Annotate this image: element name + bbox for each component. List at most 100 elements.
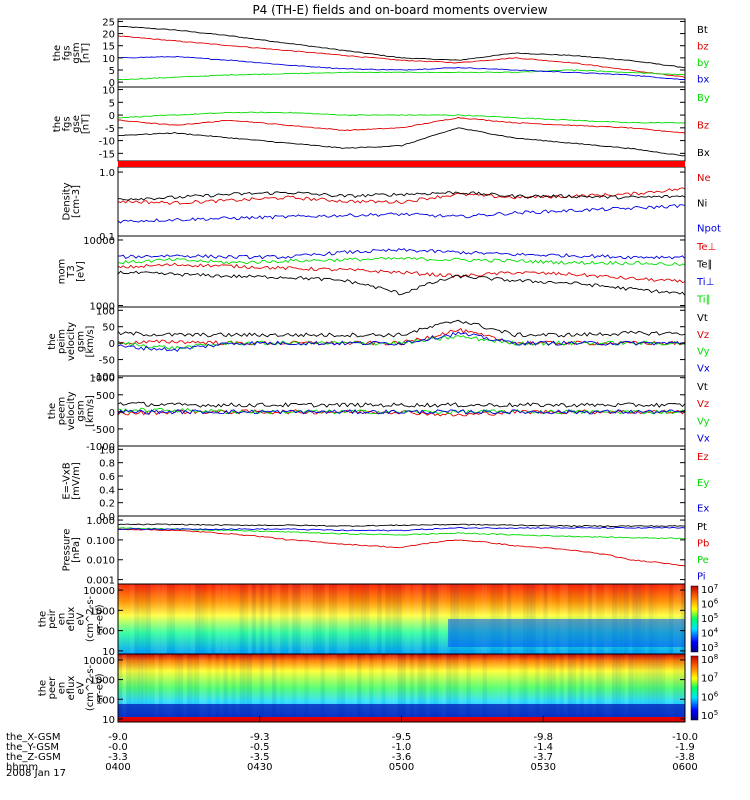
spectrogram-streak [405,584,411,654]
panel-frame [117,235,686,308]
spectrogram-streak [138,584,143,654]
spectrogram-streak [348,654,354,722]
series-line-green [118,527,685,540]
colorbar-tick: 107 [701,583,718,596]
spectrogram-streak [567,654,573,722]
legend-entry: Ti∥ [696,294,711,305]
y-axis-label-line: (cm^2-s- [85,664,96,711]
spectrogram-streak [332,654,338,722]
spectrogram-streak [599,654,605,722]
y-axis-label-line: peer [47,676,58,700]
spectrogram-streak [591,654,597,722]
colorbar-electron_energy_flux [690,655,699,721]
y-axis-label-line: eflux [66,676,77,701]
panel-electron_energy_flux: 10510610710810100100010000thepeereneflux… [38,653,719,726]
colorbar-tick: 106 [701,690,719,703]
spectrogram-streak [170,584,176,654]
y-tick-label: 1000 [90,676,115,687]
spectrogram-streak [324,584,330,654]
spectrogram-streak [182,654,188,722]
series-line-green [118,335,685,351]
legend-entry: Vx [697,434,710,445]
y-tick-label: -50 [99,356,115,367]
spectrogram-streak [377,584,382,654]
ephemeris-row-label: the_Y-GSM [6,742,59,753]
spectrogram-streak [547,654,552,722]
legend-entry: Vz [697,330,709,341]
colorbar-tick: 107 [701,672,718,685]
spectrogram-streak [199,584,204,654]
y-tick-label: -15 [99,149,115,160]
y-axis-label-line: velocity [66,322,77,361]
panel-electron_velocity: Vt Vz Vy Vx -1000 -500 0 500 1000 thepeemvelocity… [47,374,710,453]
ephemeris-value: 0600 [672,762,697,773]
spectrogram-streak [510,654,516,722]
legend-entry: Ey [697,478,709,489]
ephemeris-value: -3.3 [108,752,128,763]
spectrogram-streak [344,584,350,654]
y-axis-label-line: [nPa] [71,537,82,563]
legend-entry: Ti⊥ [696,277,714,288]
series-line-red [118,327,685,346]
series-line-red [118,528,685,567]
ephemeris-value: 0500 [389,762,414,773]
ephemeris-value: -1.9 [675,742,695,753]
spectrogram-streak [353,584,358,654]
spectrogram-streak [393,654,398,722]
spectrogram-streak [340,584,346,654]
spectrogram-streak [636,654,641,722]
spectrogram-streak [312,584,317,654]
spectrogram-streak [320,584,326,654]
spectrogram-electron_energy_flux [118,654,685,722]
spectrogram-streak [215,654,220,722]
ephemeris-value: -3.8 [675,752,695,763]
y-axis-label-line: sr-eV) [95,604,106,633]
ephemeris-value: -9.3 [250,732,270,743]
spectrogram-streak [174,654,180,722]
spectrogram-streak [401,654,407,722]
spectrogram-streak [433,584,439,654]
legend-entry: Pe [697,555,709,566]
spectrogram-streak [190,584,196,654]
spectrogram-streak [531,654,536,722]
y-axis-label-line: [nT] [80,43,91,63]
spectrogram-streak [429,584,435,654]
ephemeris-value: -1.4 [533,742,553,753]
y-tick-label: 0.010 [86,556,115,567]
series-line-black [118,270,685,296]
panel-pressure: Pt Pb Pe Pi 0.001 0.010 0.100 1.000 Pressure[nPa… [61,515,709,587]
spectrogram-streak [616,654,621,722]
y-tick-label: 0.001 [86,576,115,587]
spectrogram-streak [158,654,164,722]
spectrogram-streak [369,584,374,654]
spectrogram-streak [300,654,305,722]
y-tick-label: 100 [96,627,115,638]
y-tick-label: 10 [102,86,115,97]
spectrogram-streak [251,654,257,722]
spectrogram-streak [385,654,390,722]
spectrogram-streak [628,654,633,722]
spectrogram-streak [426,584,431,654]
colorbar-tick: 105 [701,709,718,722]
y-tick-label: 1000 [90,606,115,617]
spectrogram-streak [271,654,277,722]
spectrogram-streak [275,584,281,654]
panel-electric_field: Ez Ey Ex 0.0 0.2 0.4 0.6 0.8 1.0 E=-VxB[mV/m] [61,445,709,523]
y-axis-label-line: [nT] [80,114,91,134]
spectrogram-streak [652,654,658,722]
legend-entry: Te⊥ [696,242,716,253]
ephemeris-value: -0.0 [108,742,128,753]
series-line-blue [118,527,685,532]
spectrogram-streak [239,584,245,654]
legend-entry: Ni [697,198,707,209]
spectrogram-streak [377,654,382,722]
spectrogram-streak [320,654,326,722]
low-flux-region [448,619,685,647]
y-axis-label-line: E=-VxB [61,462,72,499]
spectrogram-streak [421,584,427,654]
